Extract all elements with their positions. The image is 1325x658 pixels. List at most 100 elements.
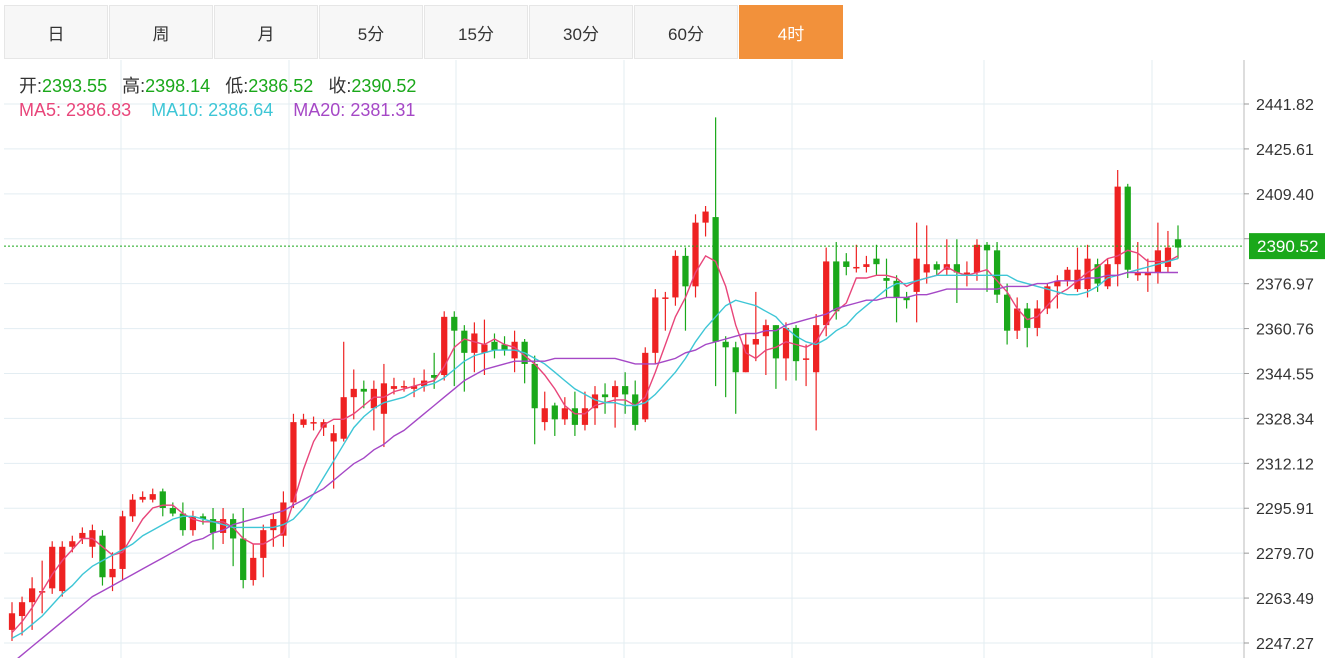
close-label: 收: — [328, 76, 352, 96]
candle-body — [360, 388, 367, 392]
candle-body — [833, 261, 840, 312]
candle — [993, 242, 1001, 303]
candle — [712, 117, 719, 387]
tab-5[interactable]: 30分 — [529, 5, 633, 59]
candle-body — [1044, 286, 1051, 309]
candle — [330, 424, 337, 489]
candle — [702, 206, 709, 237]
ma10-label: MA10: — [151, 100, 204, 120]
candle — [1154, 222, 1162, 284]
candle-body — [622, 386, 629, 395]
candle-body — [933, 264, 940, 270]
y-tick-label: 2376.97 — [1256, 277, 1314, 294]
candle — [963, 261, 971, 287]
candle — [260, 524, 267, 578]
timeframe-tabs: 日周月 5分 15分 30分 60分 4时 — [4, 5, 844, 59]
candle — [843, 253, 850, 276]
candle — [853, 244, 860, 273]
candle-body — [913, 258, 920, 292]
candle — [159, 488, 166, 517]
candle-body — [139, 496, 146, 500]
last-price-badge — [1249, 233, 1325, 260]
candle — [541, 391, 548, 431]
tab-3[interactable]: 5分 — [319, 5, 423, 59]
candle-body — [330, 433, 337, 442]
tab-4[interactable]: 15分 — [424, 5, 528, 59]
candle — [983, 242, 991, 292]
candle — [672, 250, 679, 306]
tab-2[interactable]: 月 — [214, 5, 318, 59]
candle — [209, 507, 217, 550]
candle — [682, 247, 689, 331]
tab-1[interactable]: 周 — [109, 5, 213, 59]
candle — [1134, 242, 1141, 281]
candle — [471, 322, 478, 373]
candle-body — [250, 557, 257, 581]
candle-body — [1124, 186, 1131, 270]
candle-body — [370, 388, 377, 409]
y-tick-label: 2425.61 — [1256, 142, 1314, 159]
candle-body — [591, 394, 599, 409]
candle — [782, 322, 790, 381]
candle-body — [461, 330, 468, 353]
candle-body — [742, 344, 749, 373]
low-value: 2386.52 — [248, 76, 314, 96]
candle-body — [219, 519, 227, 533]
candle-body — [209, 519, 217, 533]
candle-body — [1174, 239, 1182, 248]
tab-0[interactable]: 日 — [4, 5, 108, 59]
candle-body — [652, 297, 659, 353]
candle-body — [993, 250, 1001, 295]
candle-body — [772, 325, 780, 359]
candle-body — [1134, 272, 1141, 276]
ma-readout: MA5: 2386.83 MA10: 2386.64 MA20: 2381.31 — [19, 100, 415, 121]
candle-body — [179, 513, 186, 531]
candle-body — [431, 375, 438, 378]
candle-body — [893, 280, 900, 298]
candle — [400, 380, 408, 392]
high-value: 2398.14 — [145, 76, 211, 96]
candle — [561, 397, 568, 425]
candle-body — [290, 422, 297, 503]
tab-7[interactable]: 4时 — [739, 5, 843, 59]
candle — [581, 391, 589, 431]
candle-body — [300, 419, 307, 425]
candle-body — [159, 491, 166, 508]
candle-body — [642, 352, 649, 420]
candle — [1064, 266, 1071, 287]
candle — [1104, 258, 1111, 290]
candle-body — [722, 341, 729, 348]
candle — [601, 383, 609, 414]
ma5-label: MA5: — [19, 100, 62, 120]
candle — [1084, 244, 1091, 298]
candle — [1024, 302, 1031, 348]
candle-body — [682, 255, 689, 287]
candle-body — [551, 405, 558, 420]
candle — [913, 222, 920, 323]
ma10-line — [11, 257, 1179, 639]
candle-body — [491, 341, 498, 351]
candle-body — [1054, 280, 1061, 287]
candle-body — [813, 325, 820, 373]
candle — [692, 214, 699, 298]
ma20-label: MA20: — [293, 100, 346, 120]
candle — [149, 488, 156, 503]
candle-body — [18, 602, 26, 617]
candle-body — [561, 408, 568, 420]
candle-body — [823, 261, 830, 326]
candle — [1164, 230, 1172, 273]
candle-body — [873, 258, 880, 265]
y-tick-label: 2409.40 — [1256, 187, 1314, 204]
candle — [350, 369, 357, 420]
candle — [18, 596, 26, 636]
ma5-value: 2386.83 — [66, 100, 132, 120]
candle — [109, 552, 116, 592]
candle — [280, 491, 287, 547]
candle — [933, 261, 940, 276]
tab-6[interactable]: 60分 — [634, 5, 738, 59]
candle-body — [782, 327, 790, 359]
candle-body — [883, 278, 890, 281]
candle-body — [1004, 294, 1011, 331]
candle-body — [270, 519, 277, 531]
candle — [642, 347, 649, 423]
